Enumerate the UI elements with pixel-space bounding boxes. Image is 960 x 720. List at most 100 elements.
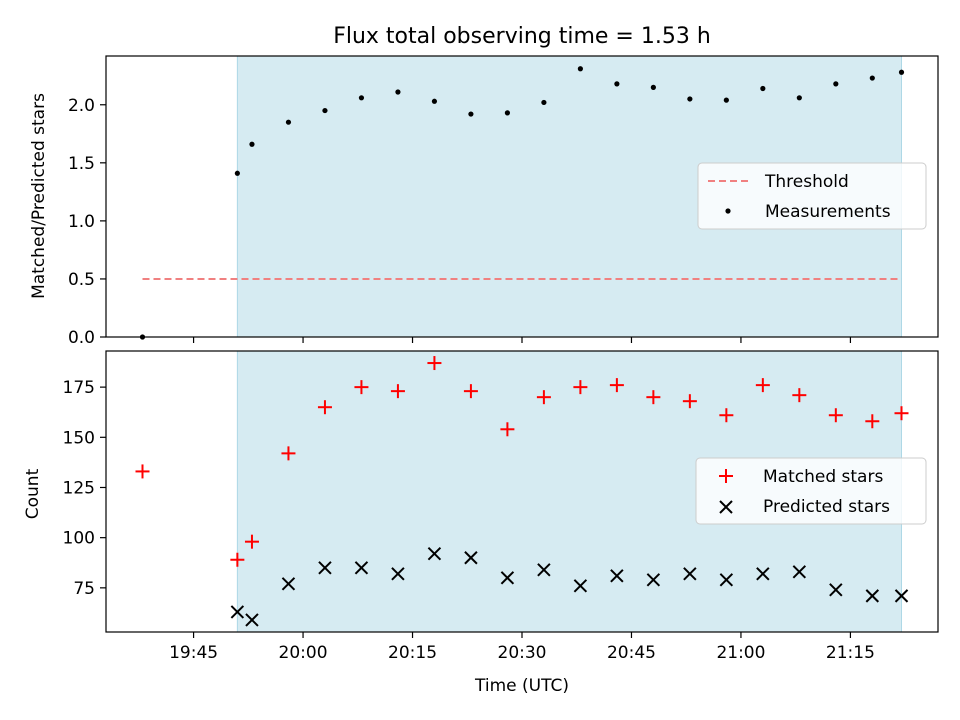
x-tick-label: 21:15 [826,643,875,663]
predicted-stars-point [573,579,588,593]
matched-stars-point [792,388,807,403]
top-y-ticks: 0.0 0.5 1.0 1.5 2.0 [68,96,106,348]
y-tick-label: 1.5 [68,154,95,174]
y-tick-label: 0.5 [68,270,95,290]
y-tick-label: 175 [63,378,95,398]
matched-stars-point [828,408,843,423]
y-tick-label: 75 [73,579,95,599]
matched-stars-point [427,356,442,371]
predicted-stars-point [719,573,734,587]
measurements-point [760,85,766,92]
predicted-stars-point [427,547,442,561]
measurements-point [249,141,255,147]
predicted-stars-point [318,561,332,575]
top-legend-box [697,162,927,230]
matched-stars-point [865,414,880,429]
measurements-legend-label: Measurements [765,202,891,222]
x-tick-label: 21:00 [716,643,765,663]
matched-stars-point [682,394,697,409]
top-legend: Threshold Measurements [697,162,927,230]
predicted-stars-point [500,571,515,585]
bottom-y-axis-label: Count [23,468,43,519]
predicted-stars-point [245,613,259,627]
measurements-point [869,75,875,81]
top-x-ticks [192,337,852,343]
y-tick-label: 125 [63,478,95,498]
measurements-point [723,97,729,103]
predicted-stars-point [464,551,478,565]
measurements-point [395,89,401,95]
x-tick-label: 20:00 [279,643,328,663]
top-y-axis-label: Matched/Predicted stars [29,93,49,299]
measurements-point [833,81,839,87]
predicted-legend-swatch [719,500,733,514]
y-tick-label: 2.0 [68,96,95,116]
measurements-points [139,66,905,340]
matched-stars-point [390,384,405,399]
measurements-point [614,81,620,87]
measurements-point [234,170,240,176]
predicted-legend-label: Predicted stars [763,497,890,517]
measurements-point [322,107,328,114]
predicted-stars-point [230,605,245,619]
predicted-stars-point [865,589,880,603]
bottom-points [135,356,909,627]
measurements-point [468,111,474,117]
predicted-stars-point [683,567,697,581]
matched-stars-point [536,390,551,405]
bottom-x-ticks: 19:45 20:00 20:15 20:30 20:45 21:00 21:15 [169,632,875,663]
bottom-panel: 75 100 125 150 175 19:45 20:00 20:15 20:30 20:45… [23,350,939,696]
measurements-legend-swatch [725,208,731,214]
predicted-stars-point [756,567,770,581]
matched-stars-point [609,378,624,393]
predicted-stars-point [610,569,624,583]
predicted-stars-point [894,589,909,603]
y-tick-label: 100 [63,529,95,549]
chart-title: Flux total observing time = 1.53 h [333,24,711,49]
bottom-y-ticks: 75 100 125 150 175 [63,378,106,599]
y-tick-label: 0.0 [68,328,95,348]
measurements-point [898,69,905,75]
matched-stars-point [646,390,661,405]
matched-stars-point [573,380,588,395]
measurements-point [577,66,583,72]
x-axis-label: Time (UTC) [474,676,569,696]
x-tick-label: 20:45 [607,643,656,663]
matched-stars-point [354,380,369,395]
y-tick-label: 1.0 [68,212,95,232]
measurements-point [687,96,693,102]
measurements-point [541,99,547,106]
matched-stars-point [463,384,478,399]
predicted-stars-point [281,577,296,591]
matched-legend-label: Matched stars [763,467,883,487]
bottom-legend: Matched stars Predicted stars [695,457,927,525]
matched-stars-point [894,406,909,421]
x-tick-label: 20:30 [498,643,547,663]
matched-stars-point [500,422,515,437]
measurements-point [796,95,802,101]
x-tick-label: 19:45 [169,643,218,663]
measurements-point [285,119,292,125]
predicted-stars-point [829,583,843,597]
predicted-stars-point [792,565,807,579]
measurements-point [650,84,656,90]
matched-stars-point [281,446,296,461]
matched-stars-point [135,464,150,479]
matched-stars-point [317,400,332,415]
matched-stars-point [755,378,770,393]
y-tick-label: 150 [63,428,95,448]
matched-stars-point [244,534,259,549]
predicted-stars-point [537,563,551,577]
predicted-stars-point [646,573,661,587]
measurements-point [431,98,438,104]
predicted-stars-point [354,561,369,575]
predicted-stars-point [391,567,405,581]
measurements-point [504,110,511,116]
measurements-point [358,95,365,101]
matched-stars-point [719,408,734,423]
threshold-legend-label: Threshold [764,172,849,192]
x-tick-label: 20:15 [388,643,437,663]
matched-stars-point [230,552,245,567]
bottom-legend-box [695,457,927,525]
